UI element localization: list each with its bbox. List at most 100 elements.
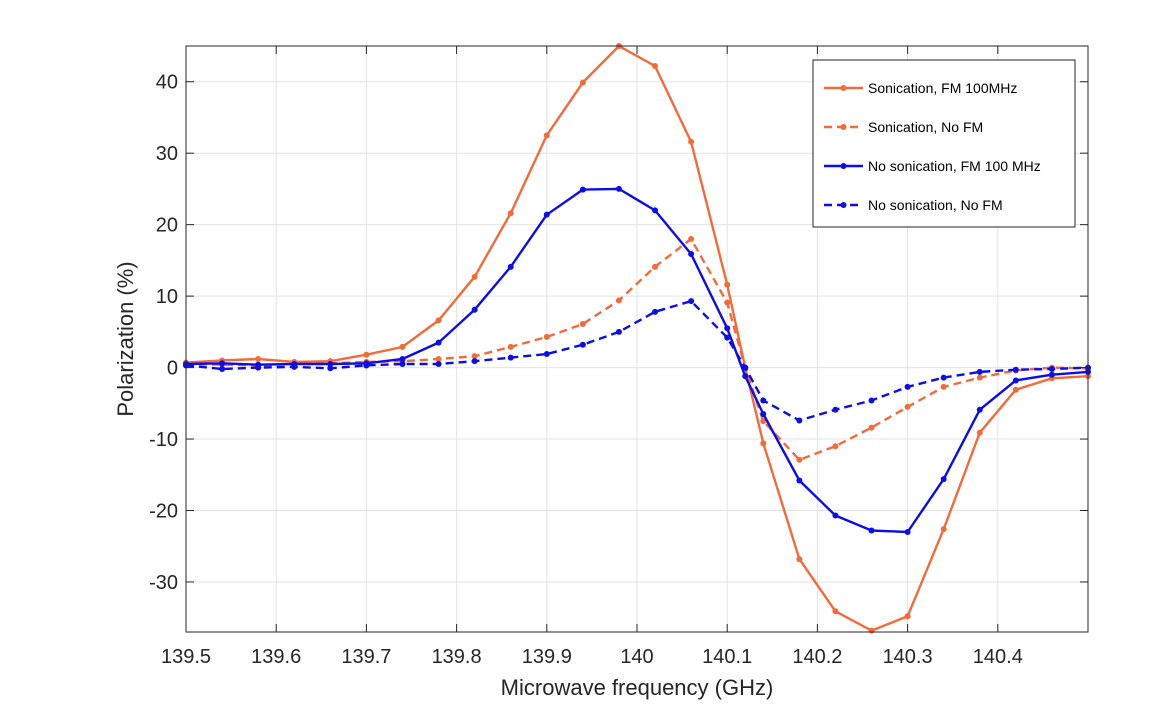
- data-point: [363, 362, 370, 369]
- x-axis-title: Microwave frequency (GHz): [501, 675, 774, 700]
- data-point: [615, 185, 622, 192]
- y-tick-label: 10: [156, 286, 178, 308]
- data-point: [976, 429, 983, 436]
- data-point: [796, 417, 803, 424]
- legend-marker: [840, 202, 847, 208]
- data-point: [399, 361, 406, 368]
- data-point: [940, 476, 947, 483]
- y-tick-label: 30: [156, 143, 178, 165]
- x-tick-label: 140.3: [883, 646, 933, 668]
- data-point: [255, 364, 262, 371]
- data-point: [471, 358, 478, 365]
- data-point: [219, 366, 226, 373]
- y-tick-label: -20: [149, 501, 178, 523]
- data-point: [507, 354, 514, 361]
- data-point: [904, 528, 911, 535]
- data-point: [1012, 377, 1019, 384]
- x-tick-label: 140.4: [973, 646, 1023, 668]
- data-point: [579, 320, 586, 327]
- data-point: [832, 608, 839, 615]
- data-point: [255, 356, 262, 363]
- legend-entry: No sonication, No FM: [824, 197, 1003, 213]
- data-point: [796, 456, 803, 463]
- legend-entry: Sonication, FM 100MHz: [824, 80, 1017, 96]
- x-tick-label: 139.6: [251, 646, 301, 668]
- legend-label: No sonication, FM 100 MHz: [868, 158, 1041, 174]
- data-point: [760, 397, 767, 404]
- series-line: [185, 299, 1089, 422]
- data-point: [976, 406, 983, 413]
- data-point: [543, 132, 550, 139]
- data-point: [742, 373, 749, 380]
- data-point: [507, 210, 514, 217]
- data-point: [291, 363, 298, 370]
- data-point: [399, 343, 406, 350]
- data-point: [832, 406, 839, 413]
- data-point: [832, 443, 839, 450]
- legend-entry: No sonication, FM 100 MHz: [824, 158, 1041, 174]
- data-point: [219, 360, 226, 367]
- data-point: [1012, 386, 1019, 393]
- data-point: [435, 361, 442, 368]
- data-point: [868, 397, 875, 404]
- y-tick-label: -30: [149, 572, 178, 594]
- data-point: [363, 351, 370, 358]
- data-point: [652, 207, 659, 214]
- data-point: [1048, 371, 1055, 378]
- y-tick-label: -10: [149, 429, 178, 451]
- data-point: [904, 383, 911, 390]
- data-point: [471, 353, 478, 360]
- data-point: [868, 424, 875, 431]
- data-point: [868, 627, 875, 634]
- x-tick-label: 140.2: [792, 646, 842, 668]
- data-point: [327, 365, 334, 372]
- data-point: [940, 383, 947, 390]
- legend-label: Sonication, FM 100MHz: [868, 80, 1017, 96]
- data-point: [435, 356, 442, 363]
- data-point: [760, 440, 767, 447]
- data-point: [579, 186, 586, 193]
- data-point: [543, 333, 550, 340]
- data-point: [507, 263, 514, 270]
- data-point: [724, 299, 731, 306]
- x-tick-label: 139.9: [522, 646, 572, 668]
- legend-marker: [840, 85, 847, 91]
- axis-ticks: 139.5 139.6 139.7 139.8 139.9 140 140.1 140.2 14…: [149, 46, 1088, 668]
- data-point: [615, 328, 622, 335]
- data-point: [688, 235, 695, 242]
- data-point: [507, 343, 514, 350]
- data-point: [399, 356, 406, 363]
- data-point: [868, 527, 875, 534]
- legend-label: No sonication, No FM: [868, 197, 1003, 213]
- series-layer: [183, 43, 1091, 634]
- series-3: [183, 298, 1091, 424]
- x-tick-label: 140: [620, 646, 653, 668]
- data-point: [579, 79, 586, 86]
- data-point: [327, 361, 334, 368]
- data-point: [543, 211, 550, 218]
- x-tick-label: 140.1: [702, 646, 752, 668]
- data-point: [940, 374, 947, 381]
- data-point: [1012, 366, 1019, 373]
- data-point: [652, 308, 659, 315]
- legend: Sonication, FM 100MHz Sonication, No FM No…: [812, 59, 1076, 228]
- data-point: [940, 526, 947, 533]
- data-point: [760, 418, 767, 425]
- series-0: [183, 43, 1091, 634]
- data-point: [724, 334, 731, 341]
- data-point: [579, 341, 586, 348]
- data-point: [796, 556, 803, 563]
- data-point: [471, 273, 478, 280]
- data-point: [742, 364, 749, 371]
- data-point: [724, 325, 731, 332]
- legend-marker: [840, 124, 847, 130]
- data-point: [543, 351, 550, 358]
- y-axis-title: Polarization (%): [113, 261, 138, 416]
- data-point: [435, 339, 442, 346]
- data-point: [1048, 366, 1055, 373]
- data-point: [615, 297, 622, 304]
- data-point: [760, 411, 767, 418]
- data-point: [688, 298, 695, 305]
- legend-label: Sonication, No FM: [868, 119, 983, 135]
